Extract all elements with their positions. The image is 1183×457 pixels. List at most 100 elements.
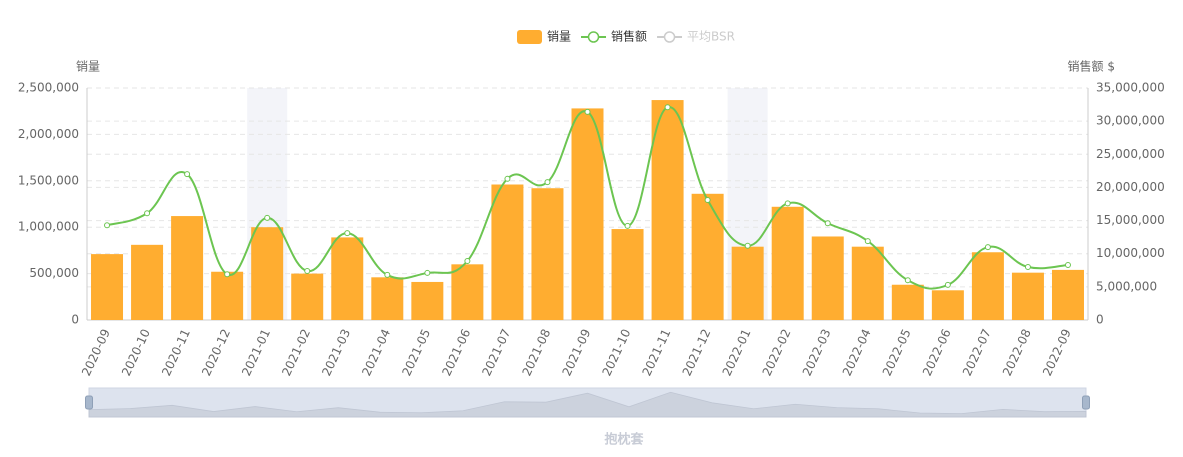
x-tick-label: 2021-03 <box>319 327 353 378</box>
x-tick-label: 2020-09 <box>79 327 113 378</box>
line-point <box>504 175 511 182</box>
chart-title: 抱枕套 <box>604 432 644 448</box>
bar <box>371 277 404 320</box>
bar <box>291 273 324 320</box>
line-point <box>544 179 551 186</box>
x-tick-label: 2021-07 <box>479 327 513 378</box>
bar <box>651 100 684 321</box>
bar <box>811 236 844 320</box>
x-tick-label: 2022-08 <box>1000 327 1034 378</box>
y-tick-label: 500,000 <box>29 266 79 280</box>
line-point <box>184 171 191 178</box>
legend-swatch <box>517 30 542 44</box>
bar <box>571 108 604 320</box>
y2-tick-label: 0 <box>1096 313 1104 327</box>
line-point <box>104 222 111 229</box>
bar <box>451 264 484 320</box>
line-point <box>264 214 271 221</box>
bar <box>211 271 244 320</box>
x-tick-label: 2020-10 <box>119 327 153 378</box>
x-tick-label: 2021-02 <box>279 327 313 378</box>
x-tick-label: 2020-11 <box>159 327 193 378</box>
bar <box>1051 269 1084 320</box>
line-point <box>1064 261 1071 268</box>
legend-swatch <box>587 31 600 43</box>
zoom-handle <box>1082 395 1090 410</box>
line-point <box>384 271 391 278</box>
line-point <box>424 269 431 276</box>
line-point <box>624 222 631 229</box>
bar <box>611 229 644 320</box>
line-point <box>784 200 791 207</box>
line-point <box>984 244 991 251</box>
line-point <box>824 220 831 227</box>
legend-swatch <box>663 31 676 43</box>
legend-label: 销售额 <box>611 29 647 44</box>
bar <box>411 281 444 320</box>
x-tick-label: 2022-06 <box>920 327 954 378</box>
bar <box>91 254 124 320</box>
bar <box>851 246 884 320</box>
line-point <box>944 281 951 288</box>
bar <box>131 244 164 320</box>
line-point <box>464 258 471 265</box>
bar <box>1011 272 1044 320</box>
y2-axis-label: 销售额 $ <box>1068 59 1115 74</box>
x-tick-label: 2021-08 <box>519 327 553 378</box>
bar <box>891 284 924 320</box>
bar <box>931 290 964 320</box>
x-tick-label: 2022-09 <box>1040 327 1074 378</box>
x-tick-label: 2021-06 <box>439 327 473 378</box>
bar <box>771 206 804 320</box>
y-tick-label: 2,000,000 <box>18 127 79 141</box>
x-tick-label: 2022-04 <box>840 327 874 378</box>
line-point <box>704 197 711 204</box>
line-point <box>904 277 911 284</box>
y2-tick-label: 25,000,000 <box>1096 147 1165 161</box>
y2-tick-label: 5,000,000 <box>1096 279 1157 293</box>
line-point <box>664 104 671 111</box>
y-tick-label: 2,500,000 <box>18 81 79 95</box>
bar <box>491 184 524 320</box>
x-tick-label: 2020-12 <box>199 327 233 378</box>
bar <box>171 216 204 320</box>
zoom-handle <box>85 395 93 410</box>
x-tick-label: 2021-10 <box>600 327 634 378</box>
legend-label: 平均BSR <box>687 30 735 44</box>
y2-tick-label: 10,000,000 <box>1096 246 1165 260</box>
y2-tick-label: 35,000,000 <box>1096 81 1165 95</box>
bar <box>531 188 564 320</box>
y-axis-label: 销量 <box>76 60 100 74</box>
x-tick-label: 2021-04 <box>359 327 393 378</box>
bar <box>731 246 764 320</box>
x-tick-label: 2021-11 <box>640 327 674 378</box>
y-tick-label: 1,500,000 <box>18 173 79 187</box>
bar <box>691 193 724 320</box>
bar <box>971 252 1004 320</box>
x-tick-label: 2022-02 <box>760 327 794 378</box>
x-tick-label: 2021-05 <box>399 327 433 378</box>
legend-label: 销量 <box>547 30 571 44</box>
x-tick-label: 2022-01 <box>720 327 754 378</box>
line-point <box>864 238 871 245</box>
x-tick-label: 2021-12 <box>680 327 714 378</box>
x-tick-label: 2022-07 <box>960 327 994 378</box>
zoom-shadow <box>88 391 1087 418</box>
y-tick-label: 1,000,000 <box>18 220 79 234</box>
line-point <box>144 210 151 217</box>
line-point <box>344 230 351 237</box>
y2-tick-label: 30,000,000 <box>1096 114 1165 128</box>
line-point <box>224 271 231 278</box>
x-tick-label: 2022-05 <box>880 327 914 378</box>
bar <box>251 227 284 320</box>
line-point <box>744 242 751 249</box>
line-point <box>304 267 311 274</box>
x-tick-label: 2022-03 <box>800 327 834 378</box>
line-point <box>584 108 591 115</box>
x-tick-label: 2021-09 <box>560 327 594 378</box>
line-point <box>1024 263 1031 270</box>
y2-tick-label: 20,000,000 <box>1096 180 1165 194</box>
y2-tick-label: 15,000,000 <box>1096 213 1165 227</box>
x-tick-label: 2021-01 <box>239 327 273 378</box>
